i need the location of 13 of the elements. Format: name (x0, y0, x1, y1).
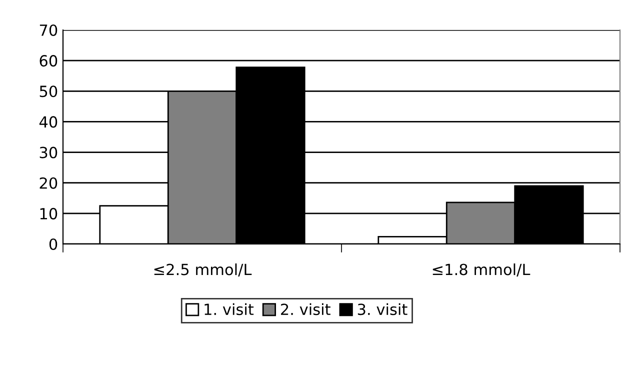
legend-label: 1. visit (204, 303, 254, 316)
y-tick-label: 70 (40, 24, 58, 36)
y-tick-label: 40 (39, 116, 58, 128)
y-tick-label: 50 (40, 86, 58, 98)
legend-label: 3. visit (358, 303, 408, 316)
y-tick-label: 0 (49, 238, 58, 250)
y-tick-label: 30 (40, 146, 58, 158)
legend-label: 2. visit (281, 303, 330, 316)
y-tick-label: 10 (40, 208, 58, 220)
y-tick-label: 60 (40, 55, 58, 67)
x-tick-label: ≤2.5 mmol/L (154, 263, 252, 276)
y-tick-label: 20 (40, 177, 58, 189)
x-tick-label: ≤1.8 mmol/L (432, 263, 530, 276)
